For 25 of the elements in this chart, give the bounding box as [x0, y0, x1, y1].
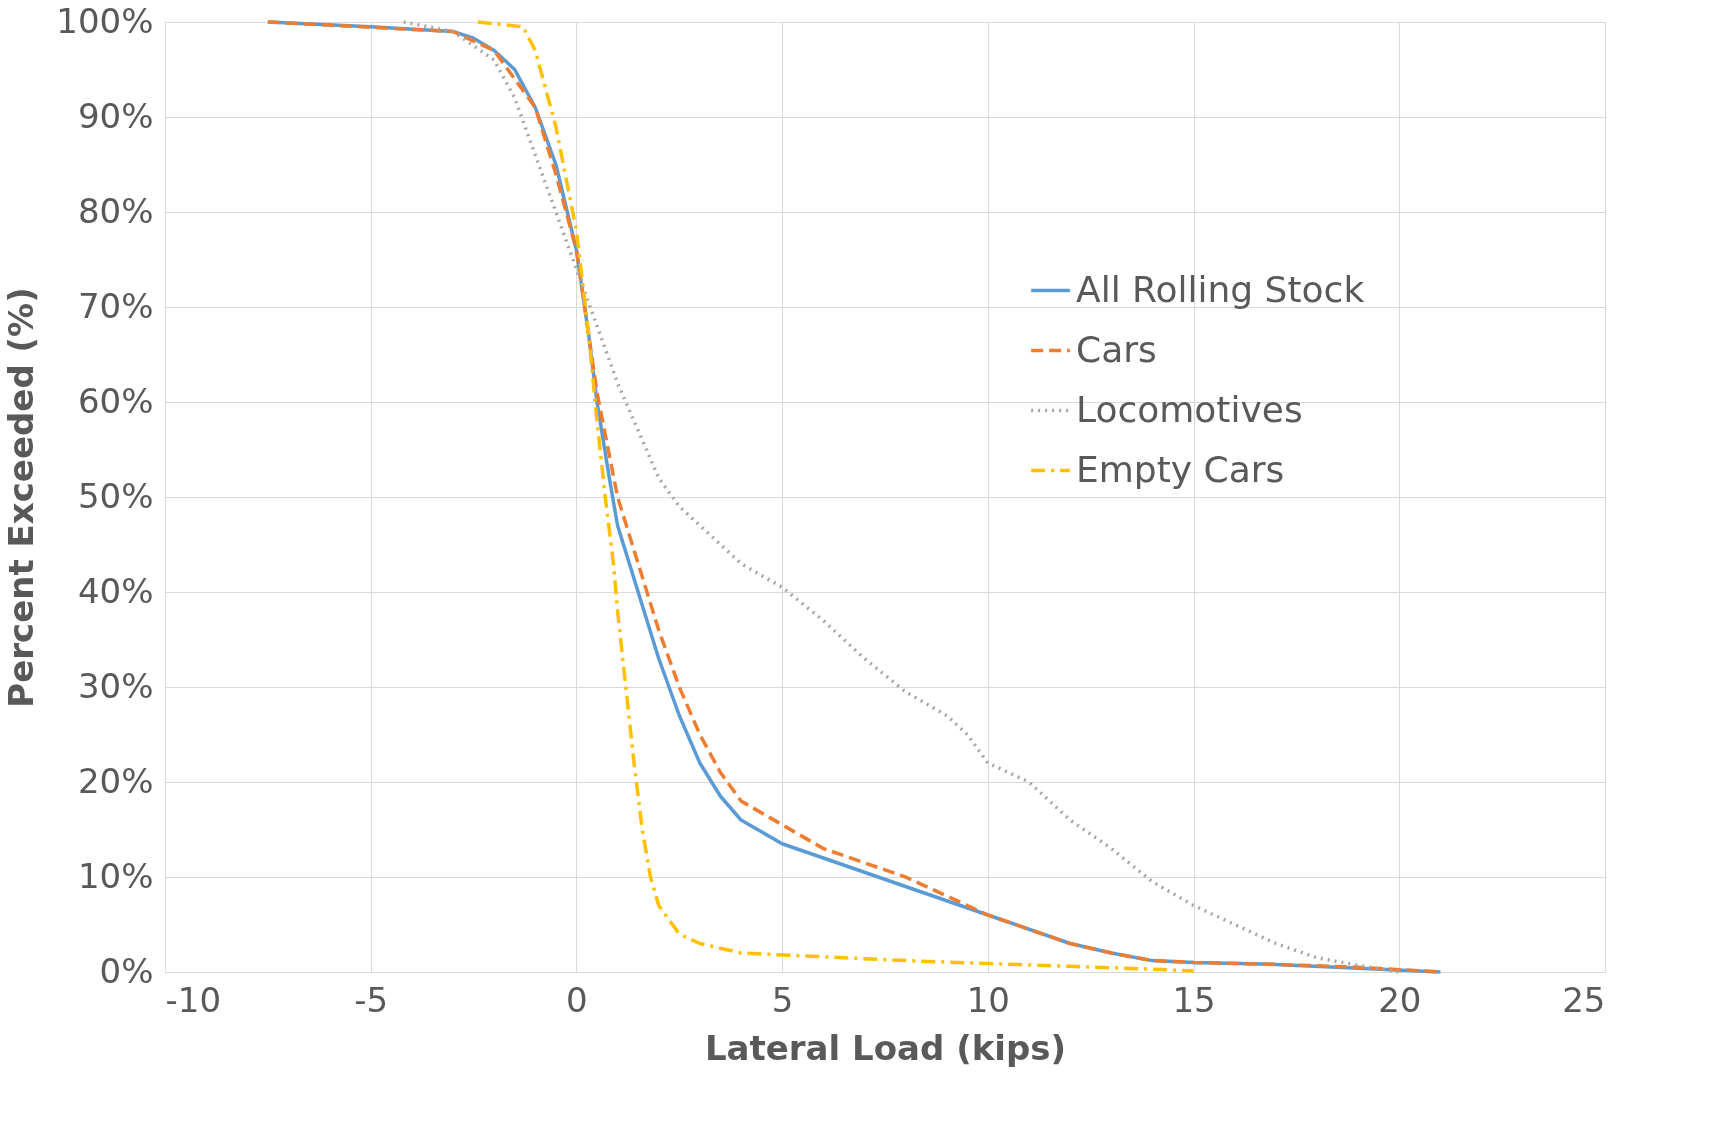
y-tick-label: 30% — [77, 665, 154, 706]
legend-label: Empty Cars — [1076, 448, 1285, 490]
x-tick-label: 15 — [1172, 979, 1216, 1020]
y-tick-label: 10% — [77, 855, 154, 896]
legend-label: Locomotives — [1076, 388, 1303, 430]
y-tick-label: 100% — [56, 0, 154, 41]
x-tick-label: 0 — [566, 979, 588, 1020]
x-tick-label: -5 — [354, 979, 389, 1020]
y-tick-label: 80% — [77, 190, 154, 231]
y-tick-label: 60% — [77, 380, 154, 421]
y-tick-label: 40% — [77, 570, 154, 611]
y-tick-label: 20% — [77, 760, 154, 801]
y-axis-title: Percent Exceeded (%) — [1, 287, 42, 708]
x-tick-label: 5 — [771, 979, 794, 1020]
y-tick-label: 70% — [77, 285, 154, 326]
x-tick-label: 25 — [1562, 979, 1606, 1020]
x-axis-title: Lateral Load (kips) — [704, 1027, 1067, 1068]
x-tick-label: 10 — [966, 979, 1010, 1020]
x-tick-label: -10 — [165, 979, 222, 1020]
legend-label: All Rolling Stock — [1076, 268, 1365, 310]
y-tick-label: 50% — [77, 475, 154, 516]
y-tick-label: 0% — [99, 950, 154, 991]
legend-label: Cars — [1076, 328, 1157, 370]
y-tick-label: 90% — [77, 95, 154, 136]
x-tick-label: 20 — [1378, 979, 1422, 1020]
